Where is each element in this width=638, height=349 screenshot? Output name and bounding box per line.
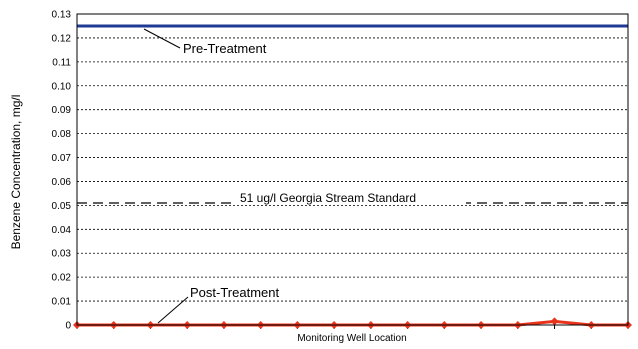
y-tick-label: 0.08 <box>52 129 72 140</box>
y-tick-label: 0.10 <box>52 81 72 92</box>
y-axis-label: Benzene Concentration, mg/l <box>9 95 23 250</box>
plot-frame <box>76 13 629 326</box>
pre-treatment-annotation: Pre-Treatment <box>143 28 267 56</box>
y-tick-label: 0.13 <box>52 10 72 21</box>
y-tick-label: 0 <box>65 321 71 332</box>
gridlines <box>77 37 628 302</box>
y-tick-label: 0.11 <box>52 57 71 68</box>
y-tick-label: 0.03 <box>52 249 72 260</box>
post-treatment-leader <box>157 296 189 324</box>
y-tick-label: 0.04 <box>52 225 72 236</box>
pre-treatment-leader <box>143 28 181 49</box>
y-tick-label: 0.12 <box>52 33 72 44</box>
post-treatment-annotation: Post-Treatment <box>157 285 279 324</box>
y-tick-label: 0.09 <box>52 105 72 116</box>
standard-label: 51 ug/l Georgia Stream Standard <box>240 191 416 205</box>
post-treatment-point <box>550 317 559 326</box>
y-tick-label: 0.06 <box>52 177 72 188</box>
y-tick-label: 0.07 <box>52 153 72 164</box>
y-tick-label: 0.01 <box>52 297 72 308</box>
x-axis-label: Monitoring Well Location <box>297 333 406 344</box>
standard-label-bg <box>236 190 466 204</box>
post-treatment-label: Post-Treatment <box>190 285 279 300</box>
y-tick-label: 0.02 <box>52 273 72 284</box>
y-tick-label: 0.05 <box>52 201 72 212</box>
standard-annotation: 51 ug/l Georgia Stream Standard <box>236 190 466 205</box>
pre-treatment-label: Pre-Treatment <box>183 41 267 56</box>
series-layer <box>73 24 632 329</box>
y-tick-labels: 0 0.01 0.02 0.03 0.04 0.05 0.06 0.07 0.08 0.09 0.1… <box>52 10 72 332</box>
